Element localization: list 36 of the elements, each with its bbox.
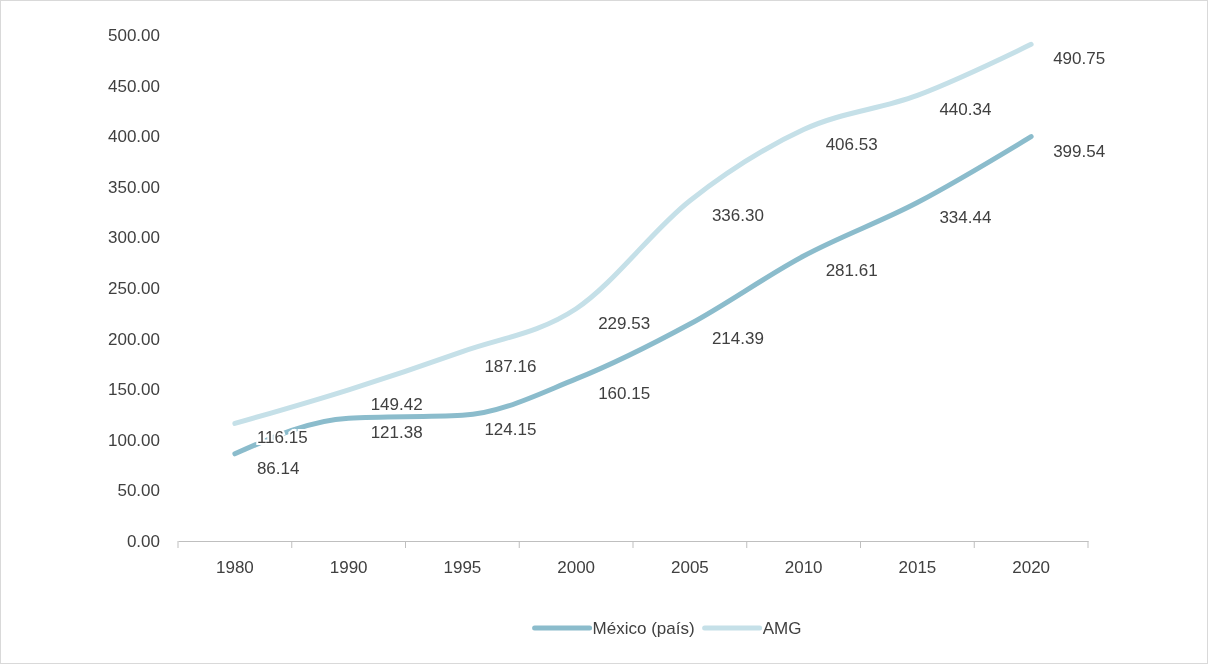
data-label: 160.15 <box>598 383 651 403</box>
x-tick-label: 2000 <box>557 558 596 578</box>
data-label: 187.16 <box>484 356 537 376</box>
legend-label: México (país) <box>592 619 695 638</box>
x-tick-label: 1990 <box>329 558 368 578</box>
data-label: 490.75 <box>1053 49 1106 69</box>
x-tick-label: 2015 <box>898 558 937 578</box>
x-tick-label: 1995 <box>443 558 482 578</box>
x-tick-label: 1980 <box>215 558 254 578</box>
data-label: 229.53 <box>598 313 651 333</box>
data-label: 281.61 <box>825 261 878 281</box>
x-tick-label: 2005 <box>670 558 709 578</box>
data-label: 86.14 <box>256 458 300 478</box>
data-label: 406.53 <box>825 134 878 154</box>
data-label: 124.15 <box>484 420 537 440</box>
data-label: 440.34 <box>939 100 992 120</box>
data-label: 214.39 <box>711 329 764 349</box>
y-tick-label: 400.00 <box>108 127 160 147</box>
data-label: 336.30 <box>711 205 764 225</box>
y-tick-label: 150.00 <box>108 380 160 400</box>
y-tick-label: 500.00 <box>108 25 160 45</box>
y-tick-label: 250.00 <box>108 278 160 298</box>
y-tick-label: 450.00 <box>108 76 160 96</box>
y-tick-label: 350.00 <box>108 177 160 197</box>
legend-label: AMG <box>762 619 802 638</box>
y-tick-label: 300.00 <box>108 228 160 248</box>
data-label: 149.42 <box>370 394 423 414</box>
data-label: 334.44 <box>939 207 992 227</box>
x-tick-label: 2010 <box>784 558 823 578</box>
data-label: 121.38 <box>370 423 423 443</box>
x-tick-label: 2020 <box>1012 558 1051 578</box>
y-tick-label: 100.00 <box>108 430 160 450</box>
y-tick-label: 50.00 <box>117 481 160 501</box>
data-label: 399.54 <box>1053 141 1106 161</box>
y-tick-label: 200.00 <box>108 329 160 349</box>
y-tick-label: 0.00 <box>126 531 160 551</box>
